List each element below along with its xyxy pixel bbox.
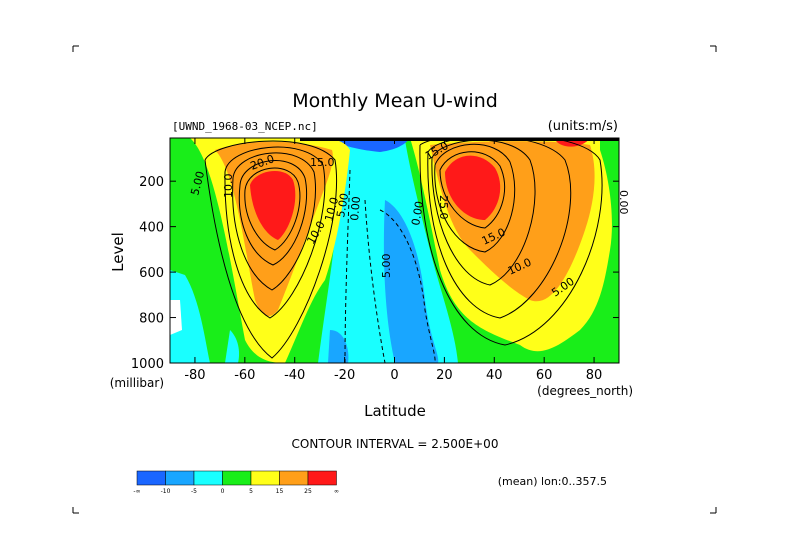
units-label: (units:m/s) <box>548 119 618 134</box>
fill-level-gt-25-north <box>445 155 501 220</box>
contour-line <box>364 199 386 363</box>
colorbar-label: 0 <box>221 488 225 495</box>
contour-line <box>434 143 516 253</box>
x-tick-label: 40 <box>486 368 503 383</box>
contour-line <box>439 151 506 229</box>
colorbar-swatch <box>222 470 252 486</box>
x-tick-label: 80 <box>586 368 603 383</box>
contour-label: 0.00 <box>617 190 630 215</box>
x-tick-label: -80 <box>184 368 205 383</box>
y-tick-label: 600 <box>139 266 164 281</box>
colorbar-label: -10 <box>161 488 171 495</box>
contour-line <box>232 152 316 291</box>
y-axis: 200 400 600 800 1000 <box>131 175 619 372</box>
contour-line <box>344 169 351 363</box>
contour-label: 0.00 <box>409 200 426 226</box>
x-tick-label: -20 <box>334 368 355 383</box>
contour-line <box>419 138 603 346</box>
colorbar-label: 15 <box>276 488 284 495</box>
fill-level-neg10-neg5 <box>328 330 349 363</box>
fill-level-lt-neg10 <box>330 138 410 152</box>
fill-level-neg5-0 <box>225 330 240 363</box>
fill-level-neg5-0 <box>170 270 210 363</box>
x-tick-label: -60 <box>234 368 255 383</box>
crop-marks <box>72 45 717 514</box>
colorbar-label: 5 <box>249 488 253 495</box>
y-tick-label: 800 <box>139 312 164 327</box>
colorbar: -∞ -10 -5 0 5 15 25 ∞ <box>133 470 339 495</box>
contour-label: 0.00 <box>348 196 363 222</box>
colorbar-swatch <box>307 470 337 486</box>
contour-interval: CONTOUR INTERVAL = 2.500E+00 <box>292 437 499 451</box>
x-tick-label: 0 <box>390 368 398 383</box>
mean-footer: (mean) lon:0..357.5 <box>498 475 607 488</box>
y-tick-label: 1000 <box>131 357 164 372</box>
colorbar-label: ∞ <box>334 488 339 495</box>
colorbar-swatch <box>165 470 195 486</box>
fill-level-neg10-neg5 <box>383 200 439 363</box>
y-tick-label: 200 <box>139 175 164 190</box>
chart-title: Monthly Mean U-wind <box>292 90 498 112</box>
y-axis-label: Level <box>109 232 127 272</box>
x-tick-label: -40 <box>284 368 305 383</box>
x-axis-label: Latitude <box>364 402 426 420</box>
contour-label: 5.00 <box>380 254 393 279</box>
colorbar-swatch <box>250 470 280 486</box>
colorbar-label: -5 <box>191 488 197 495</box>
colorbar-swatch <box>193 470 223 486</box>
x-tick-label: 20 <box>436 368 453 383</box>
contour-label: 10.0 <box>222 174 235 199</box>
contour-label: 5.00 <box>334 192 351 218</box>
contour-line <box>224 146 326 319</box>
contour-line <box>244 167 301 251</box>
contour-line <box>204 140 337 359</box>
contour-label: 5.00 <box>188 170 207 197</box>
top-dense-contours <box>300 138 619 141</box>
dataset-label: [UWND_1968-03_NCEP.nc] <box>172 120 318 133</box>
contour-line <box>427 138 572 319</box>
contour-label: 10.0 <box>322 196 341 223</box>
fill-level-gt-25-south <box>250 170 296 240</box>
contour-label: 15.0 <box>310 156 335 169</box>
contour-lines <box>204 138 603 359</box>
contour-field <box>170 138 619 363</box>
x-tick-label: 60 <box>536 368 553 383</box>
x-axis-units: (degrees_north) <box>537 384 633 398</box>
contour-line <box>379 209 436 363</box>
y-axis-units: (millibar) <box>110 376 164 390</box>
colorbar-swatch <box>279 470 309 486</box>
y-tick-label: 400 <box>139 221 164 236</box>
contour-line <box>238 160 308 266</box>
x-axis: -80 -60 -40 -20 0 20 40 60 80 <box>184 138 602 383</box>
contour-label: 25.0 <box>437 195 450 220</box>
negative-contours <box>344 169 436 363</box>
colorbar-swatch <box>136 470 166 486</box>
contour-line <box>300 138 619 141</box>
colorbar-label: -∞ <box>133 488 140 495</box>
colorbar-label: 25 <box>304 488 312 495</box>
